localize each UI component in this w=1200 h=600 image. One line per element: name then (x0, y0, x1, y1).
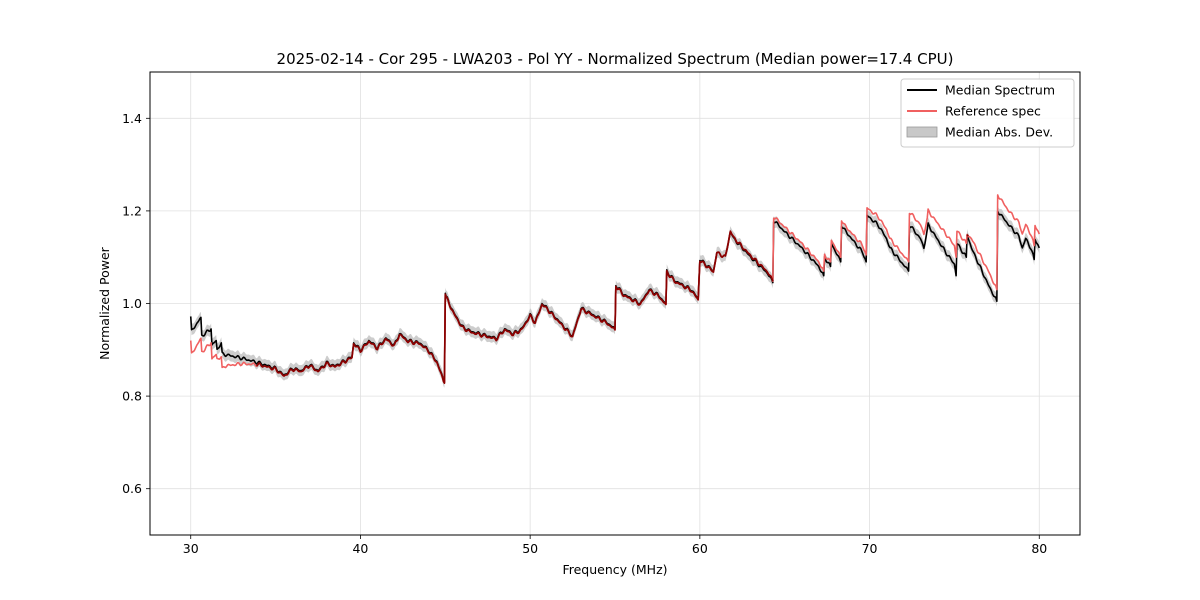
x-tick-label: 80 (1031, 541, 1047, 556)
y-tick-label: 1.2 (122, 203, 142, 218)
x-axis-label: Frequency (MHz) (562, 562, 667, 577)
x-tick-label: 30 (183, 541, 199, 556)
legend-median-label: Median Spectrum (945, 83, 1055, 98)
legend: Median Spectrum Reference spec Median Ab… (900, 78, 1075, 148)
x-tick-label: 60 (692, 541, 708, 556)
x-tick-label: 50 (522, 541, 538, 556)
legend-reference-label: Reference spec (945, 104, 1041, 119)
plot-area (189, 194, 1041, 388)
y-tick-label: 1.4 (122, 111, 142, 126)
x-tick-label: 40 (352, 541, 368, 556)
ticks: 30 40 50 60 70 80 0.6 0.8 1.0 1.2 1.4 (122, 111, 1047, 556)
overlap-segment (255, 230, 774, 384)
overlap-segment (966, 234, 969, 237)
y-axis-label: Normalized Power (97, 246, 112, 360)
y-tick-label: 0.8 (122, 389, 142, 404)
legend-box (900, 78, 1075, 148)
x-tick-label: 70 (862, 541, 878, 556)
chart-title: 2025-02-14 - Cor 295 - LWA203 - Pol YY -… (277, 50, 954, 68)
y-tick-label: 0.6 (122, 481, 142, 496)
legend-mad-swatch (906, 126, 938, 138)
legend-mad-label: Median Abs. Dev. (945, 125, 1053, 140)
y-tick-label: 1.0 (122, 296, 142, 311)
